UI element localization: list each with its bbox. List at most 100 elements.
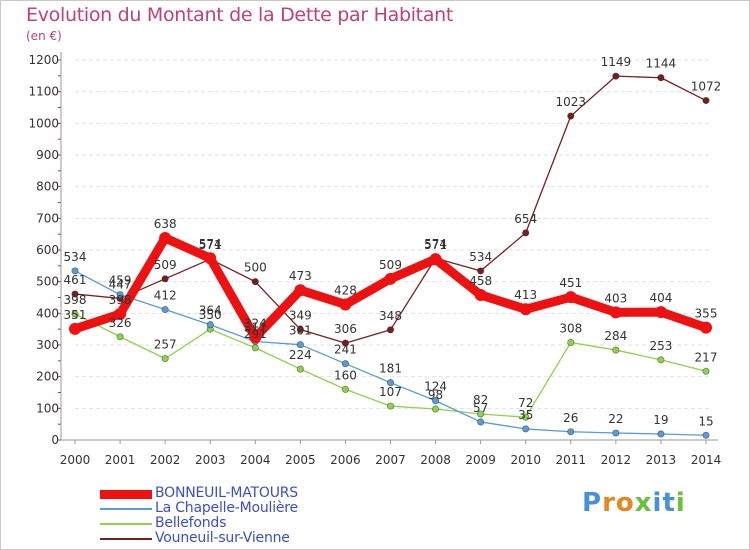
data-label-bonneuil-matours: 403: [604, 291, 627, 305]
point-vouneuil-sur-vienne: [296, 325, 304, 334]
data-label-vouneuil-sur-vienne: 461: [64, 273, 87, 287]
point-vouneuil-sur-vienne: [341, 339, 349, 347]
point-bonneuil-matours: [69, 322, 81, 335]
chart-unit: (en €): [26, 29, 62, 43]
point-bellefonds: [522, 413, 530, 421]
point-bonneuil-matours: [519, 303, 532, 316]
y-tick-label: 900: [36, 148, 59, 162]
x-tick-label: 2011: [556, 453, 587, 467]
data-label-la-chapelle-mouliere: 22: [608, 412, 623, 426]
point-bellefonds: [341, 385, 349, 393]
point-vouneuil-sur-vienne: [161, 275, 169, 283]
y-tick-label: 100: [36, 401, 59, 415]
data-label-bellefonds: 350: [199, 308, 222, 322]
point-bonneuil-matours: [384, 272, 397, 285]
x-tick-label: 2014: [691, 453, 722, 467]
data-label-bonneuil-matours: 428: [334, 283, 357, 297]
y-tick-label: 800: [36, 180, 59, 194]
data-label-bonneuil-matours: 574: [199, 237, 222, 251]
data-label-vouneuil-sur-vienne: 1144: [646, 57, 677, 71]
data-label-bonneuil-matours: 324: [244, 316, 267, 330]
data-label-vouneuil-sur-vienne: 1149: [601, 55, 632, 69]
data-label-bonneuil-matours: 473: [289, 269, 312, 283]
legend-swatch-bonneuil-matours: [100, 489, 152, 499]
data-label-la-chapelle-mouliere: 459: [109, 274, 132, 288]
data-label-bonneuil-matours: 451: [559, 276, 582, 290]
point-bonneuil-matours: [609, 306, 622, 319]
logo-letter: P: [582, 488, 603, 518]
data-label-la-chapelle-mouliere: 124: [424, 380, 447, 394]
series-group: [69, 72, 712, 439]
data-label-vouneuil-sur-vienne: 1072: [691, 80, 722, 94]
data-label-vouneuil-sur-vienne: 447: [109, 277, 132, 291]
point-bellefonds: [702, 367, 710, 375]
x-tick-label: 2007: [375, 453, 406, 467]
legend-swatch-bellefonds: [100, 523, 152, 525]
data-label-bellefonds: 72: [518, 396, 533, 410]
point-la-chapelle-mouliere: [702, 431, 710, 439]
point-la-chapelle-mouliere: [341, 360, 349, 368]
point-bellefonds: [432, 405, 440, 413]
point-vouneuil-sur-vienne: [71, 290, 79, 298]
legend-label-vouneuil-sur-vienne: Vouneuil-sur-Vienne: [155, 530, 290, 546]
data-label-vouneuil-sur-vienne: 571: [199, 238, 222, 252]
data-label-bellefonds: 398: [64, 293, 87, 307]
point-la-chapelle-mouliere: [522, 425, 530, 433]
y-tick-label: 600: [36, 243, 59, 257]
point-bellefonds: [612, 346, 620, 354]
data-label-bellefonds: 217: [695, 350, 718, 364]
point-la-chapelle-mouliere: [432, 397, 440, 405]
data-label-vouneuil-sur-vienne: 534: [469, 250, 492, 264]
proxiti-logo: Proxiti: [582, 488, 686, 518]
data-label-vouneuil-sur-vienne: 349: [289, 308, 312, 322]
x-tick-label: 2005: [285, 453, 316, 467]
logo-letter: x: [634, 488, 653, 518]
legend-label-la-chapelle-mouliere: La Chapelle-Moulière: [155, 500, 298, 516]
y-tick-label: 300: [36, 338, 59, 352]
chart-title: Evolution du Montant de la Dette par Hab…: [26, 4, 454, 26]
x-tick-label: 2006: [330, 453, 361, 467]
data-label-bonneuil-matours: 571: [424, 238, 447, 252]
y-tick-label: 1100: [28, 85, 59, 99]
data-label-bonneuil-matours: 638: [154, 217, 177, 231]
data-label-bellefonds: 82: [473, 393, 488, 407]
data-label-la-chapelle-mouliere: 26: [563, 411, 578, 425]
point-bellefonds: [116, 333, 124, 341]
x-tick-label: 2013: [646, 453, 677, 467]
point-vouneuil-sur-vienne: [386, 326, 395, 334]
point-vouneuil-sur-vienne: [657, 74, 665, 82]
axes: 0 100 200 300 400 500 600 700 800 900 1000 1100 1200…: [28, 52, 721, 467]
data-label-bellefonds: 98: [428, 388, 443, 402]
data-label-bellefonds: 257: [154, 338, 177, 352]
point-la-chapelle-mouliere: [386, 379, 395, 387]
point-bellefonds: [567, 338, 575, 347]
data-label-bellefonds: 326: [109, 316, 132, 330]
y-tick-label: 200: [36, 370, 59, 384]
point-vouneuil-sur-vienne: [567, 112, 575, 120]
data-label-la-chapelle-mouliere: 57: [473, 401, 488, 415]
logo-letter: i: [652, 488, 663, 518]
legend-label-bellefonds: Bellefonds: [155, 515, 227, 531]
data-label-la-chapelle-mouliere: 181: [379, 362, 402, 376]
point-la-chapelle-mouliere: [116, 291, 124, 299]
point-la-chapelle-mouliere: [477, 418, 485, 426]
data-label-vouneuil-sur-vienne: 574: [424, 237, 447, 251]
point-bellefonds: [296, 365, 304, 373]
data-label-vouneuil-sur-vienne: 654: [514, 212, 537, 226]
data-label-vouneuil-sur-vienne: 306: [334, 322, 357, 336]
point-vouneuil-sur-vienne: [477, 267, 485, 275]
data-label-la-chapelle-mouliere: 301: [289, 324, 312, 338]
point-vouneuil-sur-vienne: [251, 278, 259, 286]
point-vouneuil-sur-vienne: [522, 229, 530, 237]
data-label-bellefonds: 224: [289, 348, 312, 362]
y-tick-label: 500: [36, 275, 59, 289]
data-label-bellefonds: 284: [604, 329, 627, 343]
data-label-la-chapelle-mouliere: 364: [199, 304, 222, 318]
y-tick-label: 700: [36, 211, 59, 225]
point-bellefonds: [477, 410, 485, 418]
point-bonneuil-matours: [654, 306, 667, 319]
data-label-bellefonds: 308: [559, 321, 582, 335]
data-label-la-chapelle-mouliere: 412: [154, 289, 177, 303]
data-label-bonneuil-matours: 413: [514, 288, 537, 302]
